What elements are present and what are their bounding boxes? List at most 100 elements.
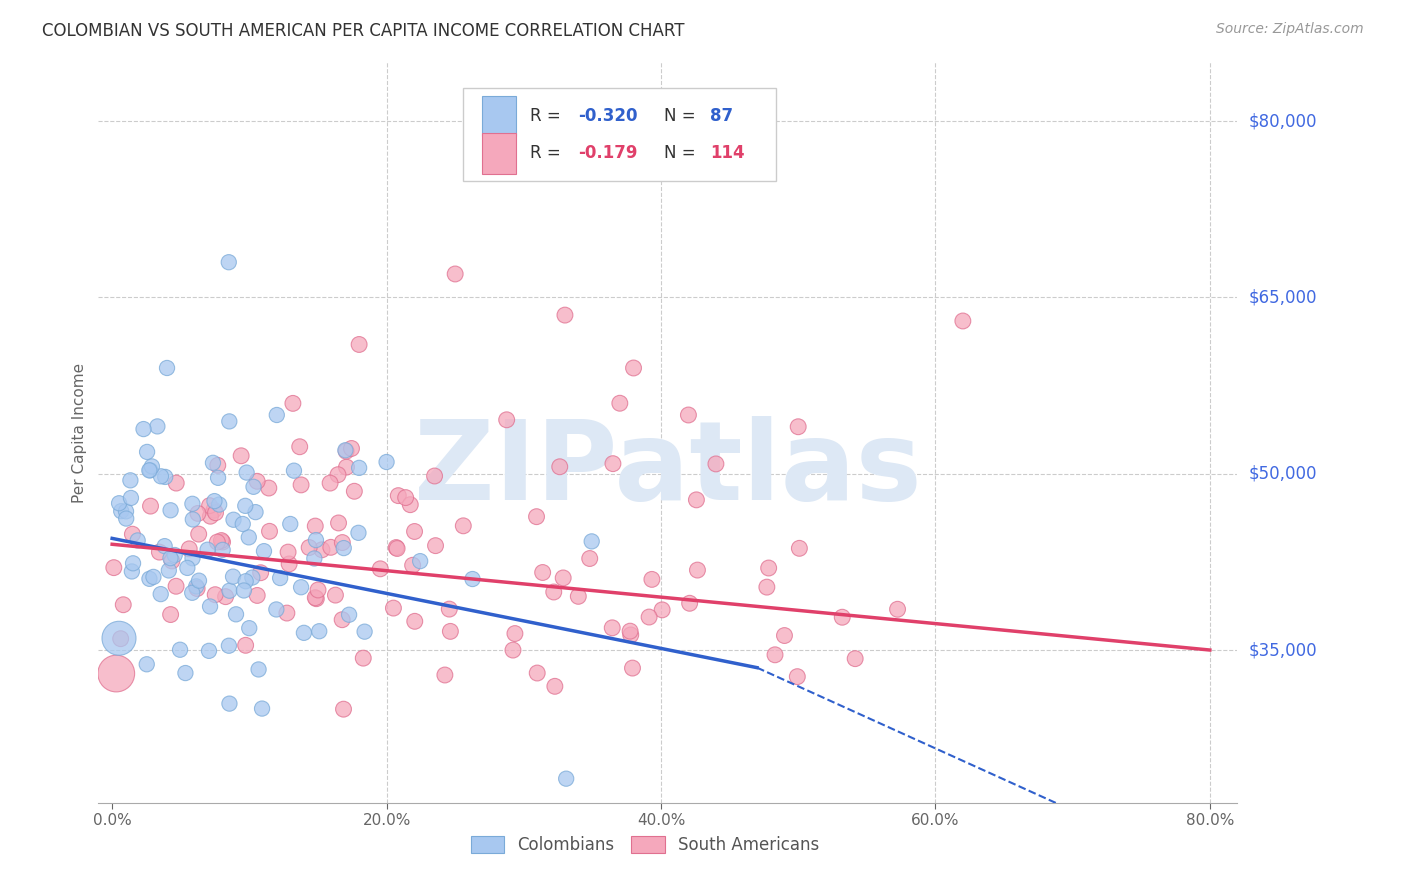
Point (250, 701, 273, 715)
Point (110, 504, 132, 518)
Point (526, 666, 548, 681)
Point (288, 440, 311, 454)
Point (146, 419, 169, 434)
Point (207, 535, 229, 549)
Point (278, 516, 301, 531)
Point (335, 444, 357, 458)
Point (382, 601, 405, 615)
Point (602, 457, 624, 471)
Point (181, 497, 204, 511)
Point (201, 456, 224, 470)
Point (385, 541, 408, 555)
Point (115, 504, 138, 518)
Point (544, 679, 567, 693)
Point (444, 267, 467, 281)
Point (399, 498, 422, 512)
Point (526, 509, 548, 524)
Point (110, 632, 132, 646)
Point (319, 476, 342, 491)
Point (209, 533, 232, 548)
Text: N =: N = (665, 145, 702, 162)
Point (620, 628, 643, 642)
Point (208, 498, 231, 512)
Point (543, 585, 565, 599)
Point (181, 586, 204, 600)
Point (395, 491, 418, 505)
Point (347, 337, 370, 351)
Point (495, 413, 517, 427)
Point (225, 607, 247, 622)
Point (335, 460, 357, 475)
Point (385, 541, 408, 556)
Point (218, 414, 240, 428)
Point (233, 499, 256, 513)
Point (553, 571, 575, 585)
Point (578, 551, 600, 566)
Point (623, 361, 645, 376)
Point (136, 445, 159, 459)
Point (149, 469, 172, 483)
Point (773, 628, 796, 642)
Point (127, 533, 149, 548)
Point (247, 663, 270, 677)
Point (567, 590, 589, 604)
Point (304, 591, 326, 605)
Point (218, 255, 240, 269)
Point (235, 638, 257, 652)
Point (290, 580, 312, 594)
Point (204, 588, 226, 602)
Point (214, 590, 236, 604)
Point (319, 541, 342, 555)
Point (352, 651, 374, 665)
Point (176, 561, 198, 575)
Point (159, 503, 181, 517)
Point (253, 544, 276, 558)
Point (153, 470, 176, 484)
Point (156, 361, 179, 376)
Point (330, 613, 353, 627)
Point (121, 565, 143, 579)
Legend: Colombians, South Americans: Colombians, South Americans (464, 830, 825, 861)
Point (619, 624, 641, 639)
Point (335, 443, 357, 458)
Point (148, 545, 170, 559)
Point (198, 599, 221, 614)
Point (211, 535, 233, 549)
Point (758, 561, 780, 575)
Point (207, 458, 229, 473)
Point (139, 463, 162, 477)
Point (169, 642, 191, 657)
Point (347, 461, 370, 475)
Point (304, 519, 326, 533)
Point (204, 506, 226, 520)
Point (423, 469, 446, 483)
Point (138, 572, 160, 586)
Point (141, 459, 163, 474)
Point (257, 481, 280, 495)
Point (952, 314, 974, 328)
Point (461, 572, 484, 586)
Point (353, 624, 375, 639)
Point (238, 621, 260, 635)
Point (651, 603, 673, 617)
Point (347, 525, 370, 540)
Point (277, 545, 299, 559)
Point (308, 624, 330, 639)
Point (222, 569, 245, 583)
Point (401, 558, 423, 573)
Point (404, 524, 426, 539)
Point (831, 610, 853, 624)
Point (704, 457, 727, 471)
Point (638, 610, 661, 624)
Point (204, 494, 226, 508)
Point (108, 496, 131, 510)
Point (600, 621, 623, 635)
Text: R =: R = (530, 145, 571, 162)
Point (163, 548, 186, 562)
Point (187, 507, 209, 521)
Point (186, 579, 208, 593)
Point (211, 542, 233, 557)
Point (181, 512, 204, 526)
Point (755, 580, 778, 594)
Point (453, 518, 475, 533)
